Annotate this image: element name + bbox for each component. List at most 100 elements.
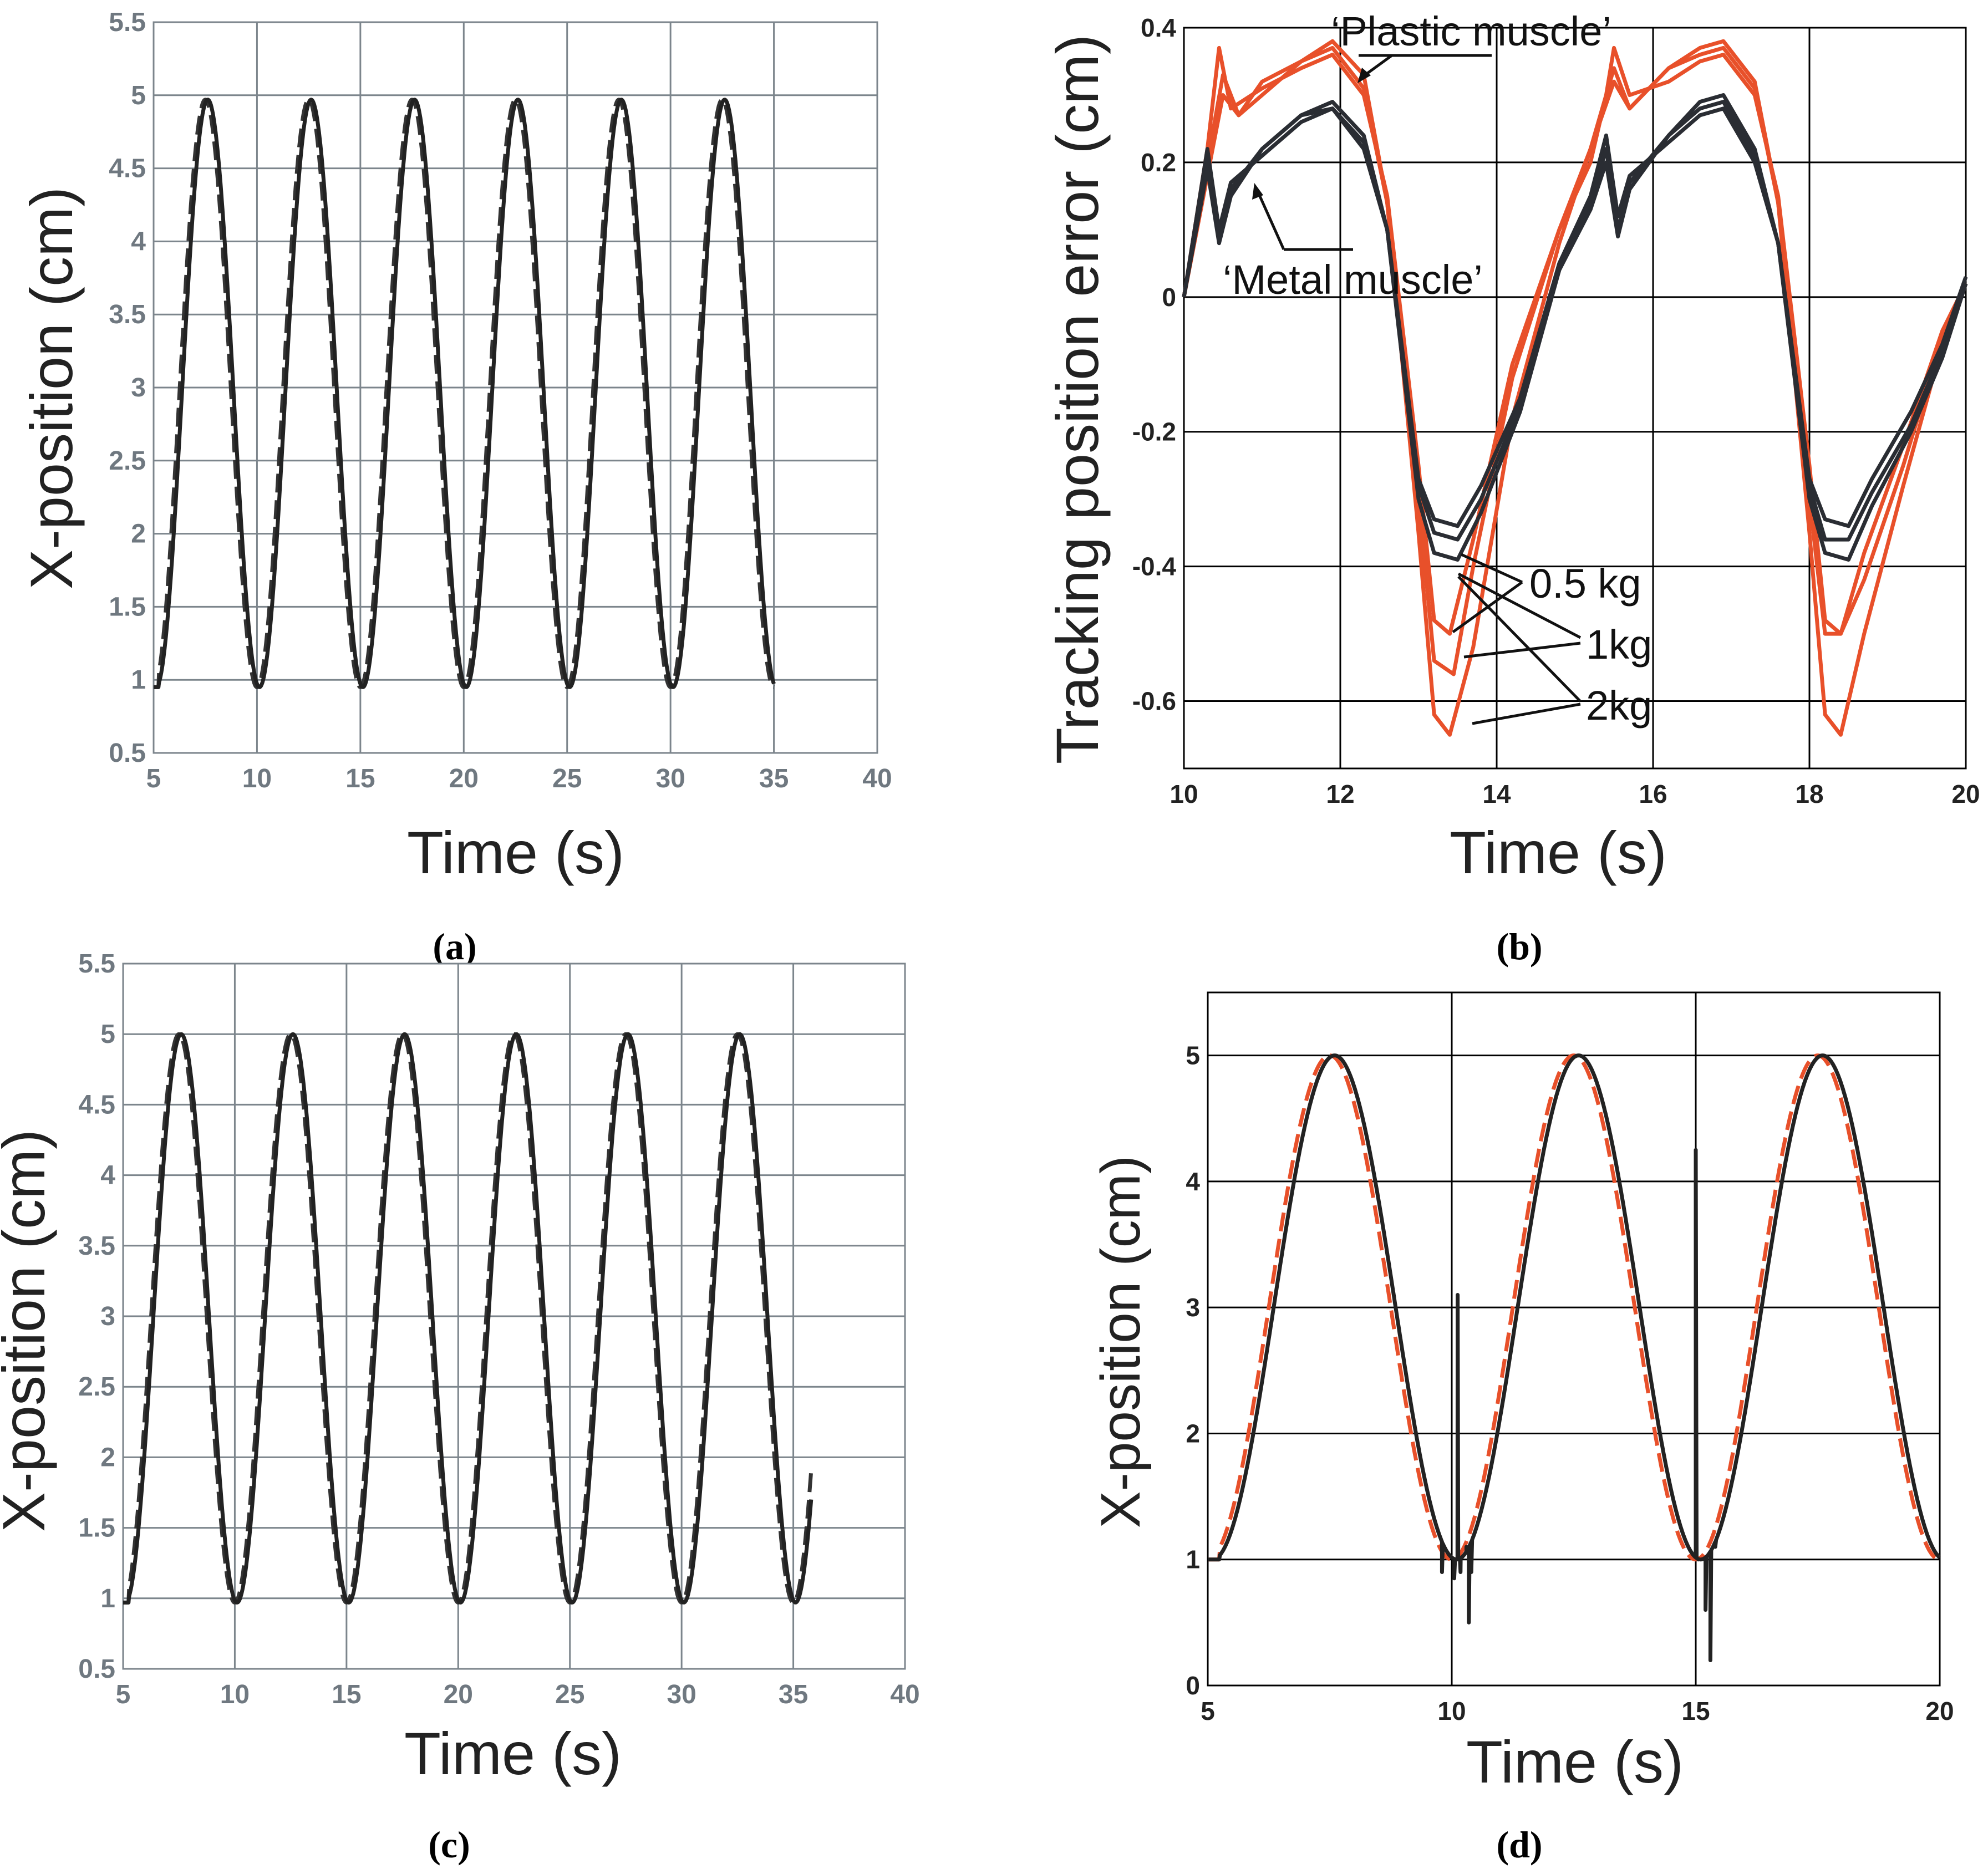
x-tick-label-a: 10 (242, 764, 272, 793)
y-tick-label-c: 5 (100, 1020, 115, 1049)
x-tick-label-c: 15 (332, 1680, 361, 1709)
y-tick-label-d: 1 (1186, 1545, 1200, 1574)
series-line-b-metal-muscle-2kg (1182, 93, 1968, 562)
series-line-d-measured (1207, 1053, 1941, 1662)
metal-muscle-annotation: ‘Metal muscle’ (1223, 183, 1483, 303)
x-axis-label-c: Time (s) (404, 1720, 622, 1787)
ticks-b: 10 12 14 16 18 20 -0.6 -0.4 -0.2 0 0.2 0.4 (1132, 13, 1980, 808)
series-d (1207, 1053, 1941, 1662)
y-tick-label-d: 4 (1186, 1167, 1200, 1196)
plastic-muscle-label: ‘Plastic muscle’ (1331, 8, 1611, 54)
x-tick-label-c: 10 (220, 1680, 250, 1709)
y-tick-label-a: 4 (131, 227, 146, 256)
y-tick-label-b: -0.2 (1132, 417, 1176, 446)
y-tick-label-b: 0 (1162, 283, 1176, 312)
y-tick-label-a: 3.5 (109, 300, 146, 329)
y-axis-label-b: Tracking position error (cm) (1044, 34, 1111, 764)
x-tick-label-a: 40 (862, 764, 892, 793)
y-tick-label-c: 1.5 (78, 1514, 115, 1543)
x-tick-label-a: 35 (759, 764, 789, 793)
grid-c (122, 963, 906, 1670)
y-tick-label-d: 2 (1186, 1419, 1200, 1448)
x-tick-label-c: 5 (116, 1680, 131, 1709)
y-tick-label-c: 3.5 (78, 1231, 115, 1261)
y-tick-label-c: 0.5 (78, 1654, 115, 1684)
y-tick-label-c: 4 (100, 1161, 115, 1190)
y-tick-label-a: 1 (131, 665, 146, 695)
plastic-muscle-annotation: ‘Plastic muscle’ (1331, 8, 1611, 83)
x-tick-label-d: 5 (1201, 1697, 1215, 1725)
panel-a: 5 10 15 20 25 30 35 40 0.5 1 1.5 2 2.5 3 3.5 4 4.5 5 5.5 T… (18, 8, 892, 967)
x-tick-label-a: 30 (655, 764, 685, 793)
series-line-b-plastic-muscle-2kg (1182, 39, 1968, 737)
load-label-2kg: 2kg (1586, 683, 1652, 729)
y-tick-label-a: 2 (131, 520, 146, 549)
y-axis-label-a: X-position (cm) (18, 187, 85, 589)
y-tick-label-d: 5 (1186, 1041, 1200, 1070)
grid-d (1207, 992, 1941, 1687)
load-annotations: 0.5 kg 1kg 2kg (1452, 553, 1652, 729)
x-tick-label-c: 25 (555, 1680, 584, 1709)
metal-pointer-arrow (1256, 190, 1285, 251)
x-tick-label-d: 10 (1437, 1697, 1466, 1725)
x-tick-label-c: 35 (779, 1680, 808, 1709)
load-pointers (1452, 553, 1582, 725)
x-tick-label-b: 20 (1951, 780, 1980, 808)
x-tick-label-b: 16 (1639, 780, 1667, 808)
x-tick-label-a: 20 (449, 764, 479, 793)
x-tick-label-a: 25 (552, 764, 582, 793)
x-axis-label-d: Time (s) (1466, 1728, 1684, 1795)
panel-c: 5 10 15 20 25 30 35 40 0.5 1 1.5 2 2.5 3 3.5 4 4.5 5 5.5 T… (0, 949, 920, 1866)
x-tick-label-d: 20 (1925, 1697, 1954, 1725)
plastic-arrowhead (1357, 68, 1371, 83)
y-tick-label-c: 2.5 (78, 1372, 115, 1402)
x-tick-label-c: 20 (444, 1680, 473, 1709)
caption-c: (c) (428, 1824, 470, 1866)
caption-d: (d) (1496, 1824, 1542, 1866)
y-tick-label-a: 5 (131, 81, 146, 110)
x-tick-label-a: 15 (345, 764, 375, 793)
metal-arrowhead (1252, 183, 1263, 200)
series-line-a-measured (152, 98, 776, 689)
y-tick-label-a: 5.5 (109, 8, 146, 37)
caption-a: (a) (433, 925, 476, 967)
y-tick-label-a: 4.5 (109, 154, 146, 184)
y-axis-label-c: X-position (cm) (0, 1129, 57, 1532)
ticks-d: 5 10 15 20 0 1 2 3 4 5 (1186, 1041, 1954, 1725)
series-line-c-reference (121, 1032, 813, 1605)
ticks-a: 5 10 15 20 25 30 35 40 0.5 1 1.5 2 2.5 3 3.5 4 4.5 5 5.5 (109, 8, 892, 793)
panel-b: 10 12 14 16 18 20 -0.6 -0.4 -0.2 0 0.2 0.4 ‘Plastic… (1044, 8, 1980, 967)
y-tick-label-c: 2 (100, 1443, 115, 1472)
y-tick-label-a: 2.5 (109, 446, 146, 476)
y-tick-label-b: 0.4 (1141, 13, 1176, 42)
caption-b: (b) (1496, 925, 1542, 967)
y-tick-label-b: -0.4 (1132, 552, 1177, 581)
y-tick-label-a: 0.5 (109, 739, 146, 768)
y-tick-label-c: 1 (100, 1584, 115, 1613)
y-tick-label-d: 3 (1186, 1293, 1200, 1322)
y-tick-label-b: 0.2 (1141, 148, 1176, 177)
series-c (121, 1032, 813, 1605)
panel-d: 5 10 15 20 0 1 2 3 4 5 Time (s) X-position (cm) (… (1090, 991, 1954, 1866)
x-tick-label-d: 15 (1681, 1697, 1710, 1725)
grid-b (1183, 27, 1967, 768)
x-axis-label-b: Time (s) (1450, 819, 1667, 886)
y-tick-label-b: -0.6 (1132, 687, 1176, 716)
plot-frame-d (1207, 991, 1941, 1687)
x-tick-label-b: 12 (1326, 780, 1354, 808)
x-axis-label-a: Time (s) (407, 819, 624, 886)
grid-a (152, 21, 878, 754)
x-tick-label-b: 18 (1795, 780, 1823, 808)
plot-frame-b (1183, 27, 1967, 770)
load-label-0-5kg: 0.5 kg (1529, 561, 1641, 607)
y-tick-label-a: 1.5 (109, 592, 146, 622)
y-tick-label-d: 0 (1186, 1671, 1200, 1700)
y-tick-label-a: 3 (131, 373, 146, 403)
y-tick-label-c: 3 (100, 1302, 115, 1331)
load-label-1kg: 1kg (1586, 622, 1652, 668)
ticks-c: 5 10 15 20 25 30 35 40 0.5 1 1.5 2 2.5 3 3.5 4 4.5 5 5.5 (78, 949, 919, 1709)
x-tick-label-a: 5 (146, 764, 161, 793)
y-axis-label-d: X-position (cm) (1090, 1155, 1152, 1528)
series-b (1182, 39, 1968, 737)
series-line-c-measured (121, 1032, 813, 1605)
